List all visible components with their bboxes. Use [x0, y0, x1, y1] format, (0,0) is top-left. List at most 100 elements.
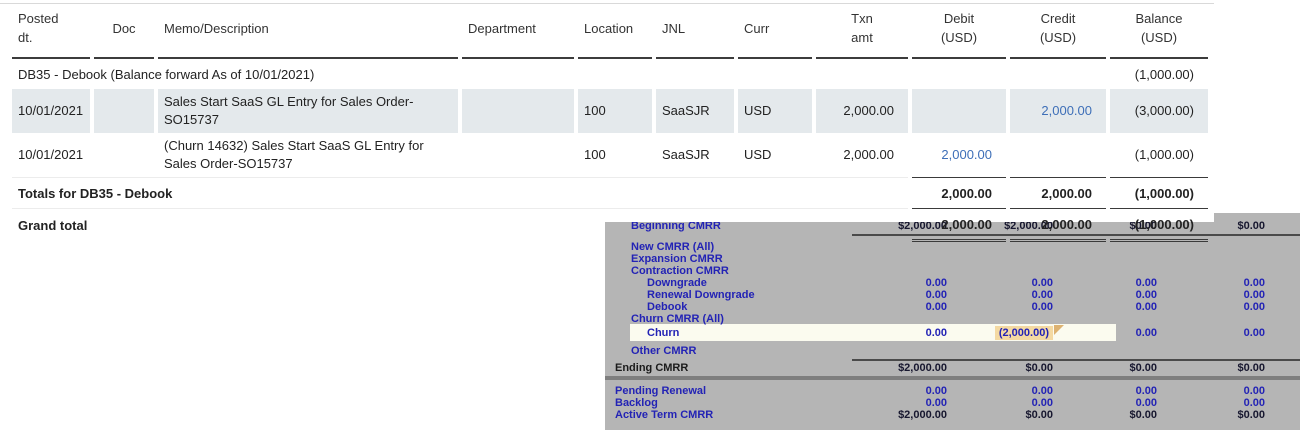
- col-header-posted-dt: Posted dt.: [12, 4, 90, 59]
- cmrr-label-contraction-cmrr[interactable]: Contraction CMRR: [631, 265, 729, 277]
- cmrr-label-new-cmrr[interactable]: New CMRR (All): [631, 241, 715, 253]
- cell-location: 100: [578, 89, 652, 133]
- cmrr-row-debook: Debook 0.00 0.00 0.00 0.00: [605, 301, 1300, 313]
- grand-total-label: Grand total: [12, 208, 908, 242]
- col-header-department: Department: [462, 4, 574, 59]
- cell-credit: 2,000.00: [1010, 89, 1106, 133]
- cmrr-label-churn[interactable]: Churn: [647, 327, 680, 339]
- divider-above-ending: [852, 359, 1300, 361]
- totals-label: Totals for DB35 - Debook: [12, 177, 908, 208]
- cmrr-value: $0.00: [1237, 362, 1265, 374]
- divider-below-ending: [605, 376, 1300, 380]
- cell-doc: [94, 133, 154, 177]
- cmrr-value: $0.00: [1237, 409, 1265, 421]
- grand-total-balance: (1,000.00): [1110, 208, 1208, 242]
- cmrr-value[interactable]: 0.00: [1135, 327, 1157, 339]
- cmrr-value[interactable]: 0.00: [1135, 385, 1157, 397]
- cmrr-label-downgrade[interactable]: Downgrade: [647, 277, 707, 289]
- totals-credit: 2,000.00: [1010, 177, 1106, 208]
- cell-debit: 2,000.00: [912, 133, 1006, 177]
- cell-jnl: SaaSJR: [662, 147, 710, 163]
- cmrr-row-churn-cmrr-all: Churn CMRR (All): [605, 313, 1300, 325]
- cmrr-label-churn-cmrr-all[interactable]: Churn CMRR (All): [631, 313, 724, 325]
- cmrr-value[interactable]: 0.00: [1243, 277, 1265, 289]
- totals-debit: 2,000.00: [912, 177, 1006, 208]
- cell-txn-amt: 2,000.00: [816, 89, 908, 133]
- debit-amount-link[interactable]: 2,000.00: [941, 147, 992, 163]
- cmrr-value[interactable]: 0.00: [1243, 327, 1265, 339]
- cmrr-label-pending-renewal[interactable]: Pending Renewal: [615, 385, 707, 397]
- cell-balance: (1,000.00): [1134, 147, 1194, 163]
- cmrr-label-ending-cmrr: Ending CMRR: [615, 362, 689, 374]
- cmrr-row-downgrade: Downgrade 0.00 0.00 0.00 0.00: [605, 277, 1300, 289]
- totals-balance: (1,000.00): [1110, 177, 1208, 208]
- cmrr-row-churn-highlighted: Churn 0.00 (2,000.00) 0.00 0.00: [605, 324, 1300, 341]
- cmrr-value[interactable]: 0.00: [1031, 289, 1053, 301]
- cmrr-value[interactable]: 0.00: [1031, 277, 1053, 289]
- cmrr-value[interactable]: 0.00: [1243, 397, 1265, 409]
- cmrr-label-beginning-cmrr[interactable]: Beginning CMRR: [631, 220, 721, 232]
- gl-register-section: Posted dt. Doc Memo/Description Departme…: [0, 0, 1214, 242]
- cmrr-label-active-term-cmrr[interactable]: Active Term CMRR: [615, 409, 714, 421]
- cmrr-row-backlog: Backlog 0.00 0.00 0.00 0.00: [605, 397, 1300, 409]
- cmrr-label-renewal-downgrade[interactable]: Renewal Downgrade: [647, 289, 755, 301]
- cmrr-value[interactable]: 0.00: [1135, 301, 1157, 313]
- cell-balance: (1,000.00): [1134, 66, 1194, 82]
- cmrr-value[interactable]: 0.00: [925, 277, 947, 289]
- cell-credit: [1010, 133, 1106, 177]
- cmrr-value[interactable]: 0.00: [1031, 301, 1053, 313]
- credit-amount-link[interactable]: 2,000.00: [1041, 103, 1092, 119]
- cmrr-label-expansion-cmrr[interactable]: Expansion CMRR: [631, 253, 723, 265]
- cmrr-value[interactable]: 0.00: [925, 385, 947, 397]
- col-header-memo-description: Memo/Description: [158, 4, 458, 59]
- cell-department: [462, 89, 574, 133]
- cell-curr: USD: [738, 89, 812, 133]
- cell-memo: (Churn 14632) Sales Start SaaS GL Entry …: [164, 138, 424, 171]
- cell-curr: USD: [744, 147, 772, 163]
- col-header-location: Location: [578, 4, 652, 59]
- cmrr-row-ending-cmrr: Ending CMRR $2,000.00 $0.00 $0.00 $0.00: [605, 362, 1300, 374]
- col-header-debit-usd: Debit (USD): [912, 4, 1006, 59]
- grand-total-row: Grand total 2,000.00 2,000.00 (1,000.00): [12, 208, 1208, 242]
- top-divider: [0, 3, 1214, 4]
- cmrr-value[interactable]: 0.00: [1243, 385, 1265, 397]
- cmrr-row-active-term-cmrr: Active Term CMRR $2,000.00 $0.00 $0.00 $…: [605, 409, 1300, 421]
- totals-row: Totals for DB35 - Debook 2,000.00 2,000.…: [12, 177, 1208, 208]
- cell-posted-dt: 10/01/2021: [12, 89, 90, 133]
- cmrr-value[interactable]: 0.00: [1031, 397, 1053, 409]
- cmrr-value[interactable]: 0.00: [1135, 277, 1157, 289]
- cell-location: 100: [584, 147, 606, 163]
- cmrr-value-churn-highlight[interactable]: (2,000.00): [943, 325, 1053, 341]
- cmrr-value: $0.00: [1129, 409, 1157, 421]
- cmrr-value: $2,000.00: [898, 362, 947, 374]
- cell-jnl: SaaSJR: [656, 89, 734, 133]
- cmrr-label-backlog[interactable]: Backlog: [615, 397, 658, 409]
- cmrr-value[interactable]: 0.00: [925, 397, 947, 409]
- cell-balance: (3,000.00): [1110, 89, 1208, 133]
- balance-forward-label: DB35 - Debook (Balance forward As of 10/…: [18, 66, 315, 82]
- cell-doc: [94, 89, 154, 133]
- cmrr-value[interactable]: 0.00: [1135, 289, 1157, 301]
- cmrr-report-panel: Beginning CMRR $2,000.00 $2,000.00 $0.00…: [605, 213, 1300, 430]
- cmrr-value[interactable]: 0.00: [925, 301, 947, 313]
- cmrr-value[interactable]: 0.00: [1031, 385, 1053, 397]
- cmrr-value: $0.00: [1129, 220, 1157, 232]
- cmrr-row-pending-renewal: Pending Renewal 0.00 0.00 0.00 0.00: [605, 385, 1300, 397]
- cmrr-row-other-cmrr: Other CMRR: [605, 345, 1300, 357]
- cmrr-value[interactable]: 0.00: [1243, 301, 1265, 313]
- col-header-credit-usd: Credit (USD): [1010, 4, 1106, 59]
- cmrr-value[interactable]: 0.00: [1135, 397, 1157, 409]
- cmrr-value[interactable]: 0.00: [1243, 289, 1265, 301]
- divider-under-beginning: [852, 234, 1300, 236]
- cmrr-value[interactable]: 0.00: [925, 289, 947, 301]
- col-header-txn-amt: Txn amt: [816, 4, 908, 59]
- cmrr-row-new-cmrr: New CMRR (All): [605, 241, 1300, 253]
- cmrr-row-contraction-cmrr: Contraction CMRR: [605, 265, 1300, 277]
- cmrr-value[interactable]: 0.00: [925, 327, 947, 339]
- cmrr-value: $0.00: [1025, 409, 1053, 421]
- cmrr-value: $0.00: [1025, 362, 1053, 374]
- cmrr-label-other-cmrr[interactable]: Other CMRR: [631, 345, 697, 357]
- highlighted-amount[interactable]: (2,000.00): [994, 326, 1053, 340]
- gl-row-debit-entry: 10/01/2021 (Churn 14632) Sales Start Saa…: [12, 133, 1208, 177]
- cmrr-label-debook[interactable]: Debook: [647, 301, 688, 313]
